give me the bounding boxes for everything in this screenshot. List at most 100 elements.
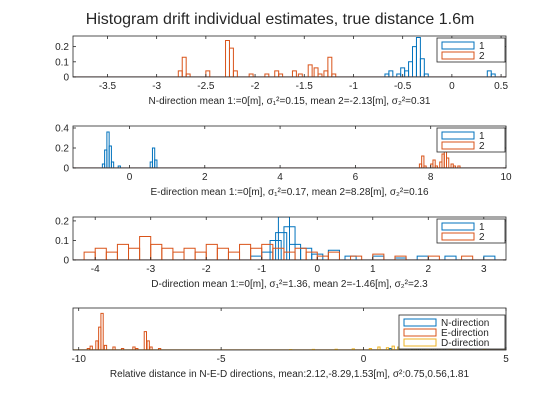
histogram-bin	[388, 70, 394, 77]
histogram-bin	[423, 73, 429, 77]
legend-swatch	[441, 222, 475, 231]
legend-entry: D-direction	[441, 338, 489, 349]
plot-area	[73, 126, 506, 168]
legend-entry: 2	[479, 232, 485, 243]
legend-entry: 1	[479, 131, 485, 142]
x-tick-label: -1	[349, 81, 358, 92]
y-tick-label: 0.1	[55, 236, 69, 247]
x-tick-label: 2	[202, 172, 208, 183]
x-tick-label: -3	[152, 81, 161, 92]
histogram-bin	[232, 70, 238, 77]
x-tick-label: -2	[251, 81, 260, 92]
x-tick-label: 4	[277, 172, 283, 183]
histogram-bin	[313, 67, 319, 77]
subplot-3: -4 -3 -2 -1 0 1 2 300.10.2D-direction mean 1:=0…	[55, 216, 507, 290]
x-tick-label: 8	[428, 172, 434, 183]
histogram-bin	[331, 73, 337, 77]
histogram-bin	[327, 56, 333, 77]
histogram-bin	[278, 73, 284, 77]
histogram-bin	[452, 165, 457, 168]
x-tick-label: 10	[500, 172, 512, 183]
y-tick-label: 0	[63, 256, 69, 267]
histogram-bin	[132, 346, 136, 350]
histogram-bin	[277, 217, 290, 260]
series-2	[73, 145, 506, 168]
x-tick-label: -1.5	[296, 81, 314, 92]
x-tick-label: -4	[91, 264, 100, 275]
histogram-bin	[350, 255, 363, 260]
histogram-bin	[143, 331, 147, 350]
histogram-bin	[415, 37, 421, 77]
histogram-bin	[154, 159, 158, 168]
y-tick-label: 0	[63, 73, 69, 84]
legend: 12	[436, 127, 506, 153]
histogram-bin	[103, 344, 108, 350]
legend: 12	[436, 37, 506, 63]
series-2	[73, 40, 506, 77]
histogram-bin	[444, 255, 457, 260]
x-tick-label: 0	[314, 264, 320, 275]
x-axis-label: E-direction mean 1:=0[m], σ₁²=0.17, mean…	[150, 187, 429, 198]
x-tick-label: -2	[202, 264, 211, 275]
histogram-bin	[112, 346, 116, 350]
histogram-bin	[297, 73, 303, 77]
legend-swatch	[403, 318, 437, 327]
histogram-bin	[423, 165, 427, 168]
x-tick-label: 0	[449, 81, 455, 92]
figure-title: Histogram drift individual estimates, tr…	[86, 11, 475, 28]
histogram-bin	[283, 226, 296, 260]
histogram-bin	[434, 165, 438, 168]
y-tick-label: 0.1	[55, 57, 69, 68]
histogram-bin	[228, 47, 234, 77]
histogram-bin	[181, 56, 187, 77]
legend-swatch	[441, 131, 475, 140]
histogram-bin	[394, 255, 407, 260]
y-tick-label: 0	[63, 164, 69, 175]
legend-entry: N-direction	[441, 318, 489, 329]
histogram-bin	[432, 159, 436, 168]
series-group	[73, 131, 506, 168]
series-2	[73, 236, 506, 260]
x-axis-label: N-direction mean 1:=0[m], σ₁²=0.15, mean…	[149, 96, 431, 107]
histogram-bin	[146, 340, 150, 350]
x-tick-label: 2	[426, 264, 432, 275]
axes-box	[72, 216, 507, 261]
axes-box	[72, 35, 507, 78]
legend-entry: E-direction	[441, 328, 489, 339]
legend-swatch	[441, 232, 475, 241]
x-tick-label: 0	[361, 354, 367, 365]
histogram-bin	[151, 147, 156, 168]
legend-entry: 1	[479, 41, 485, 52]
series-group	[73, 217, 506, 260]
histogram-bin	[377, 346, 381, 350]
x-tick-label: -0.5	[394, 81, 412, 92]
x-tick-label: 3	[481, 264, 487, 275]
axes-box	[72, 307, 507, 351]
histogram-bin	[490, 73, 496, 77]
histogram-bin	[317, 73, 323, 77]
legend-box	[398, 314, 506, 350]
histogram-bin	[185, 73, 191, 77]
subplot-1: -3.5 -3 -2.5 -2 -1.5 -1 -0.5 0 0.5 0 0.1 0.2 N-direc…	[55, 35, 508, 107]
histogram-bin	[391, 345, 395, 350]
histogram-bin	[89, 345, 93, 350]
histogram-bin	[264, 73, 270, 77]
x-axis-label: Relative distance in N-E-D directions, m…	[110, 369, 470, 380]
y-tick-label: 0.2	[55, 144, 69, 155]
legend-swatch	[441, 41, 475, 50]
legend-entry: 2	[479, 51, 485, 62]
x-tick-label: 0	[127, 172, 133, 183]
histogram-bin	[95, 340, 99, 350]
x-tick-label: -3.5	[99, 81, 117, 92]
legend-swatch	[441, 141, 475, 150]
subplot-4: -10 -5 0 5 Relative distance in N-E-D direct…	[71, 307, 509, 380]
histogram-bin	[108, 145, 112, 168]
x-tick-label: 1	[370, 264, 376, 275]
series-group	[73, 37, 506, 77]
x-axis-label: D-direction mean 1:=0[m], σ₁²=1.36, mean…	[151, 279, 428, 290]
y-tick-label: 0.2	[55, 42, 69, 53]
histogram-bin	[117, 165, 121, 168]
